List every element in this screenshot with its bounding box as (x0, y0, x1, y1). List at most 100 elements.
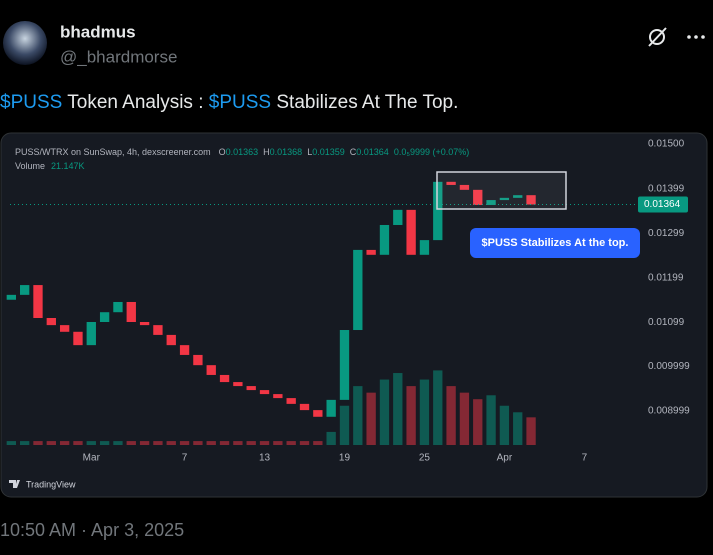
candle (299, 403, 310, 411)
volume-bar (499, 405, 510, 445)
grok-icon[interactable] (648, 27, 667, 47)
volume-bar (126, 441, 136, 445)
volume-value: 21.147K (51, 161, 85, 171)
volume-bar (166, 441, 176, 445)
candle (446, 181, 456, 185)
candle (233, 382, 243, 387)
volume-bar (459, 392, 470, 445)
ohlc-value: 0.01359 (312, 147, 345, 157)
volume-title: Volume (15, 161, 45, 171)
range-box (436, 171, 567, 210)
volume-bar (286, 441, 296, 445)
volume-bar (299, 441, 310, 445)
candle (406, 209, 416, 255)
candle (139, 322, 150, 326)
y-tick-label: 0.01099 (648, 317, 685, 328)
candle (379, 224, 390, 255)
candle (326, 399, 336, 417)
candle (273, 394, 283, 399)
more-icon[interactable] (687, 35, 705, 39)
volume-bar (46, 441, 56, 445)
avatar[interactable] (3, 21, 47, 65)
volume-bar (179, 441, 190, 445)
x-tick-label: 19 (339, 453, 351, 464)
symbol: PUSS/WTRX on SunSwap, 4h, dexscreener.co… (15, 147, 211, 157)
candle (86, 322, 96, 346)
candle (179, 345, 190, 355)
volume-bar (153, 441, 163, 445)
volume-bar (326, 431, 336, 445)
volume-bar (379, 379, 390, 445)
volume-bar (33, 441, 43, 445)
x-tick-label: 25 (419, 453, 431, 464)
text-part: Token Analysis : (67, 92, 203, 113)
volume-bar (273, 441, 283, 445)
candle (473, 189, 483, 205)
volume-bar (86, 441, 96, 445)
cashtag[interactable]: $PUSS (0, 92, 62, 113)
volume-bar (99, 441, 110, 445)
ohlc-value: 0.01363 (226, 147, 259, 157)
change: 0.0₅9999 (+0.07%) (394, 147, 469, 157)
ohlc-value: 0.01364 (356, 147, 389, 157)
candle (6, 294, 16, 300)
display-name[interactable]: bhadmus (60, 22, 136, 41)
volume-bar (393, 373, 403, 445)
volume-bar (246, 441, 256, 445)
volume-bar (433, 370, 443, 445)
volume-bar (259, 441, 270, 445)
volume-bar (113, 441, 123, 445)
candle (99, 312, 110, 323)
handle[interactable]: @_bhardmorse (60, 47, 177, 66)
candle (259, 390, 270, 395)
x-tick-label: 7 (582, 453, 588, 464)
y-tick-label: 0.01399 (648, 184, 685, 195)
candle (499, 197, 510, 201)
candle (419, 240, 430, 255)
candle (366, 249, 376, 255)
volume-bar (206, 441, 216, 445)
volume-bar (486, 395, 496, 445)
candle (526, 195, 536, 205)
candle (219, 374, 230, 383)
x-tick-label: Apr (497, 453, 513, 464)
volume-bar (353, 386, 363, 445)
volume-bar (526, 417, 536, 445)
candle (286, 398, 296, 404)
volume-bar (59, 441, 70, 445)
timestamp[interactable]: 10:50 AM · Apr 3, 2025 (0, 520, 184, 540)
volume-bar (313, 441, 323, 445)
x-tick-label: 13 (259, 453, 271, 464)
candle (246, 386, 256, 391)
candle (313, 410, 323, 417)
volume-bar (19, 441, 30, 445)
candle (206, 365, 216, 375)
candle (513, 195, 523, 198)
y-tick-label: 0.01500 (648, 139, 685, 150)
volume-bar (339, 405, 350, 445)
last-price-tag (638, 196, 688, 213)
candle (59, 325, 70, 332)
y-tick-label: 0.008999 (648, 406, 690, 417)
volume-bar (513, 412, 523, 445)
volume-bar (473, 399, 483, 445)
volume-bar (406, 386, 416, 445)
ohlc-label: C (350, 147, 357, 157)
candle (33, 285, 43, 318)
cashtag[interactable]: $PUSS (209, 92, 271, 113)
brand-name: TradingView (26, 479, 76, 489)
candle (153, 325, 163, 335)
callout (470, 228, 640, 258)
candle (113, 301, 123, 313)
ohlc-header: PUSS/WTRX on SunSwap, 4h, dexscreener.co… (15, 147, 469, 157)
candle (459, 184, 470, 190)
volume-bar (139, 441, 150, 445)
callout-text: $PUSS Stabilizes At the top. (482, 237, 629, 249)
x-tick-label: Mar (83, 453, 101, 464)
y-tick-label: 0.009999 (648, 361, 690, 372)
ohlc-label: H (263, 147, 270, 157)
x-tick-label: 7 (182, 453, 188, 464)
chart: PUSS/WTRX on SunSwap, 4h, dexscreener.co… (6, 139, 690, 489)
brand-logo (9, 480, 20, 488)
